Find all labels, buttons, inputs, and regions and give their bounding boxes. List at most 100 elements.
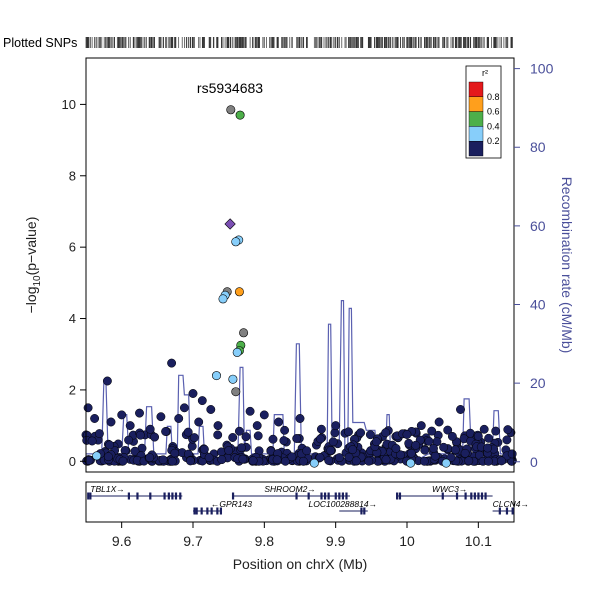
gene-exon [149,492,152,500]
snp-point [83,403,93,413]
snp-point [130,446,140,456]
snp-point [351,456,361,466]
gene-label: ←GPR143 [211,499,252,509]
gene-exon [323,492,327,500]
gene-track: TBL1X→ SHROOM2→ WWC3→ ←GPR143 LOC100288814→ C… [87,484,529,515]
points-layer [81,105,517,468]
gene-exon [193,507,196,515]
snp-point [424,436,434,446]
gene-exon [179,492,182,500]
snp-point [460,448,470,458]
x-tick-label: 9.7 [183,533,203,549]
snp-point [183,427,193,437]
snp-point [234,426,244,436]
gene-exon [484,492,487,500]
snp-point [204,453,214,463]
legend-label: 0.6 [487,107,500,117]
gene-exon [480,492,484,500]
gene-label: LOC100288814→ [309,499,378,509]
legend-title: r² [482,68,488,78]
gene-exon [136,492,139,500]
snp-point [502,435,512,445]
lead-snp-point [224,218,236,230]
x-tick-label: 9.9 [326,533,346,549]
gene-exon [345,492,348,500]
gene-exon [511,507,514,515]
snp-point-highlight [212,371,222,381]
x-axis-label: Position on chrX (Mb) [233,556,368,572]
gene-exon [210,507,213,515]
snp-point [185,456,195,466]
snp-point [484,433,494,443]
snp-point [287,452,297,462]
snp-point [189,433,199,443]
snp-point [213,430,223,440]
snp-point [194,417,204,427]
snp-point [106,417,116,427]
snp-point [326,446,336,455]
snp-point [344,427,353,437]
x-axis: 9.6 9.7 9.8 9.9 10 10.1 [112,522,492,549]
snp-point [364,456,374,466]
y-axis-label: −log10(p−value) [23,217,43,314]
snp-point [237,443,246,453]
snp-point [464,456,474,466]
snp-point-highlight [231,237,241,247]
snp-point [94,429,104,439]
snp-point [430,451,440,461]
snp-point [473,431,483,441]
gene-exon [216,507,219,515]
gene-exon [334,492,337,500]
snp-point [381,428,391,438]
y-axis-left: 0 2 4 6 8 10 [62,97,86,469]
snp-point [465,428,475,438]
gene-exon [441,492,444,500]
y2-tick-label: 20 [530,375,546,391]
snp-point [84,455,94,465]
legend: r² 0.8 0.6 0.4 0.2 [465,65,502,159]
snp-point-highlight [231,387,241,397]
snp-point [292,434,302,443]
gene-exon [470,492,473,500]
snp-point [507,449,517,459]
snp-point [434,417,444,427]
x-tick-label: 9.6 [112,533,132,549]
y2-tick-label: 60 [530,218,546,234]
gene-exon [195,507,198,515]
gene-exon [341,492,344,500]
gene-exon [464,492,467,500]
snp-point [167,456,177,466]
snp-point [274,417,284,427]
gene-label: CLCN4→ [493,499,529,509]
gene-label: TBL1X→ [90,484,125,494]
gene-exon [89,492,92,500]
snp-point [371,437,381,447]
gene-exon [396,492,399,500]
snp-point [224,446,234,455]
legend-swatch [468,111,484,127]
gene-exon [87,492,90,500]
snp-point-highlight [406,458,416,468]
legend-swatch [468,96,484,112]
snp-point [334,453,344,463]
snp-point [156,412,166,422]
y-tick-label: 2 [69,382,76,397]
gene-exon [360,507,363,515]
snp-point [429,443,438,453]
snp-point [124,435,134,445]
snp-point [118,456,128,466]
snp-point [483,443,493,453]
snp-point [245,406,255,416]
snp-point [125,421,135,431]
snp-point [427,426,437,436]
snp-point [316,424,326,434]
gene-exon [167,492,170,500]
snp-point-highlight [218,294,228,304]
snp-point [103,452,113,462]
snp-point [483,456,493,466]
snp-point [280,425,290,435]
snp-point [87,436,97,446]
snp-point [315,434,325,444]
snp-point [217,455,227,465]
y-tick-label: 8 [69,168,76,183]
